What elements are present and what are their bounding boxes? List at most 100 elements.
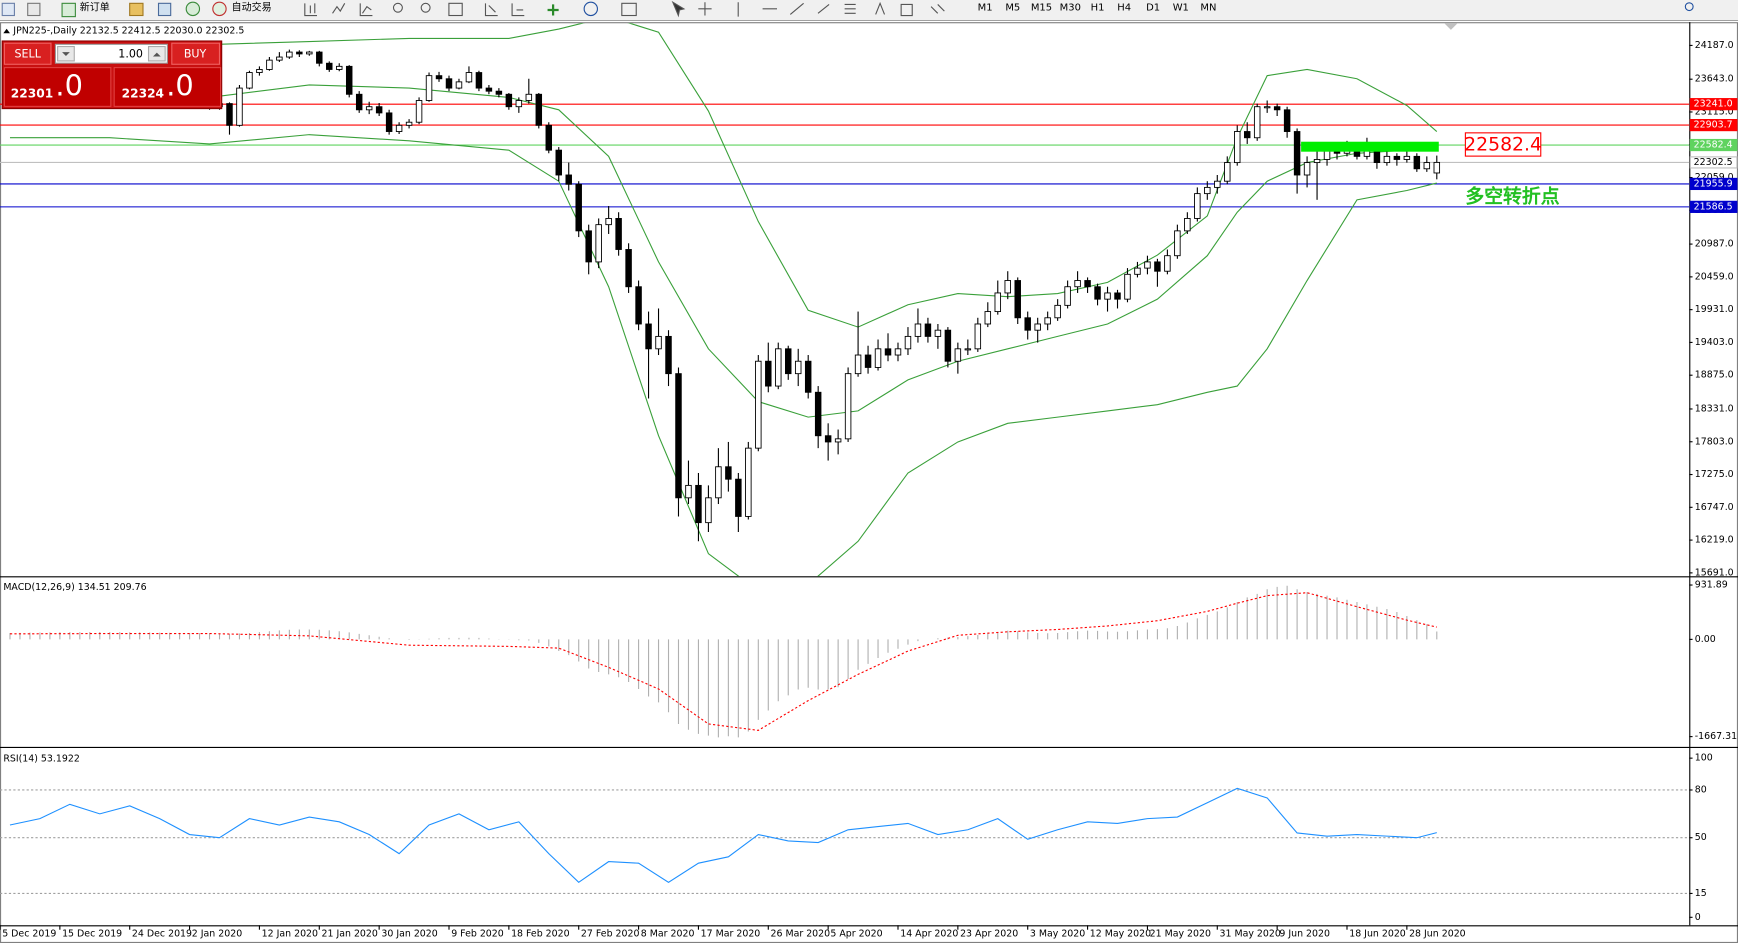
candle-body xyxy=(425,75,433,101)
x-tick-label: 5 Dec 2019 xyxy=(2,929,56,940)
icon[interactable] xyxy=(1684,2,1694,12)
y-tick-label: 16219.0 xyxy=(1695,535,1734,546)
band-line xyxy=(9,134,1437,577)
candle-body xyxy=(1403,155,1411,160)
icon[interactable] xyxy=(875,1,913,17)
icon[interactable] xyxy=(304,3,318,17)
y-tick-label: 20459.0 xyxy=(1695,271,1734,282)
x-tick-label: 26 Mar 2020 xyxy=(771,929,831,940)
lot-value[interactable]: 1.00 xyxy=(118,47,143,60)
timeframe[interactable]: M5 xyxy=(1005,3,1020,14)
x-tick-label: 28 Jun 2020 xyxy=(1409,929,1466,940)
icon[interactable] xyxy=(332,3,346,14)
icon[interactable] xyxy=(583,1,598,17)
candle-body xyxy=(715,466,722,499)
price-tag-label: 22582.4 xyxy=(1694,140,1733,151)
y-tick-label: 0.00 xyxy=(1695,634,1716,645)
candle-body xyxy=(256,69,263,73)
x-tick-label: 24 Dec 2019 xyxy=(132,929,192,940)
timeframe[interactable]: H4 xyxy=(1117,3,1131,14)
auto-trading-icon[interactable] xyxy=(212,1,227,17)
price-tag-label: 22302.5 xyxy=(1694,157,1733,168)
icon[interactable] xyxy=(698,2,712,16)
buy-button[interactable] xyxy=(171,42,221,65)
icon[interactable] xyxy=(547,4,559,16)
x-tick-label: 5 Apr 2020 xyxy=(830,929,882,940)
rsi-panel xyxy=(0,787,1690,894)
candle-body xyxy=(605,218,612,226)
sell-price-decimal: .0 xyxy=(55,69,82,103)
x-tick-label: 30 Jan 2020 xyxy=(381,929,437,940)
new-order[interactable]: 新订单 xyxy=(80,1,110,14)
candle-body xyxy=(415,100,423,123)
buy-price-box[interactable] xyxy=(113,67,222,107)
chart-shift-marker xyxy=(1444,23,1458,30)
price-tag xyxy=(1689,200,1738,213)
icon[interactable] xyxy=(737,2,856,17)
candle-body xyxy=(844,373,852,440)
icon[interactable] xyxy=(511,3,525,17)
sell-price-box[interactable] xyxy=(3,67,112,107)
icon[interactable] xyxy=(1,2,15,17)
y-tick-label: 17803.0 xyxy=(1695,436,1734,447)
x-tick-label: 2 Jan 2020 xyxy=(192,929,242,940)
new-order-icon[interactable] xyxy=(61,2,76,18)
auto-trading[interactable]: 自动交易 xyxy=(232,1,272,14)
buy-label[interactable]: BUY xyxy=(184,47,207,60)
candle-body xyxy=(455,81,463,89)
candle-body xyxy=(1044,317,1051,325)
y-tick-label: 20987.0 xyxy=(1695,239,1734,250)
candle-body xyxy=(1234,131,1241,164)
candle-body xyxy=(326,62,333,70)
candle-body xyxy=(974,323,982,350)
highlight-bar xyxy=(1301,141,1439,152)
timeframe[interactable]: M30 xyxy=(1060,3,1081,14)
timeframe[interactable]: M1 xyxy=(978,3,993,14)
icon[interactable] xyxy=(129,2,144,17)
overlay: 24187.023643.023115.022587.022059.021531… xyxy=(0,40,1738,940)
icon[interactable] xyxy=(157,2,172,17)
icon[interactable] xyxy=(27,2,41,17)
sell-button[interactable] xyxy=(3,42,52,65)
candle-body xyxy=(794,360,802,375)
sell-label[interactable]: SELL xyxy=(15,47,42,60)
candle-body xyxy=(1184,218,1191,232)
icon[interactable] xyxy=(420,2,431,13)
y-tick-label: -1667.31 xyxy=(1695,731,1737,742)
candle-body xyxy=(505,93,513,108)
candle-body xyxy=(226,103,233,126)
x-tick-label: 17 Mar 2020 xyxy=(701,929,761,940)
timeframe[interactable]: D1 xyxy=(1146,3,1160,14)
candle-body xyxy=(1094,286,1101,300)
x-tick-label: 31 May 2020 xyxy=(1219,929,1280,940)
chart-frame xyxy=(0,22,1738,943)
icon[interactable] xyxy=(392,2,403,13)
y-tick-label: 931.89 xyxy=(1695,580,1728,591)
icon[interactable] xyxy=(621,2,637,17)
icon[interactable] xyxy=(185,1,201,17)
candle-body xyxy=(1174,230,1181,257)
icon[interactable] xyxy=(448,2,463,17)
x-tick-label: 18 Jun 2020 xyxy=(1349,929,1406,940)
candle-body xyxy=(525,93,533,101)
candle-body xyxy=(1164,255,1171,272)
icon[interactable] xyxy=(930,4,945,14)
candle-body xyxy=(385,112,393,132)
y-tick-label: 15691.0 xyxy=(1695,567,1734,578)
timeframe[interactable]: H1 xyxy=(1091,3,1105,14)
icon[interactable] xyxy=(359,3,373,17)
timeframe[interactable]: MN xyxy=(1200,3,1216,14)
timeframe[interactable]: W1 xyxy=(1173,3,1189,14)
candle-body xyxy=(1224,162,1231,182)
icon[interactable] xyxy=(671,0,686,18)
lot-input[interactable] xyxy=(54,43,168,64)
candle-body xyxy=(355,93,363,111)
candle-body xyxy=(934,329,942,337)
candle-body xyxy=(1253,106,1261,139)
title-marker xyxy=(3,28,10,34)
price-tag xyxy=(1689,118,1738,132)
timeframe[interactable]: M15 xyxy=(1031,3,1052,14)
buy-price-decimal: .0 xyxy=(166,69,193,103)
icon[interactable] xyxy=(484,3,498,17)
candle-body xyxy=(775,348,782,387)
